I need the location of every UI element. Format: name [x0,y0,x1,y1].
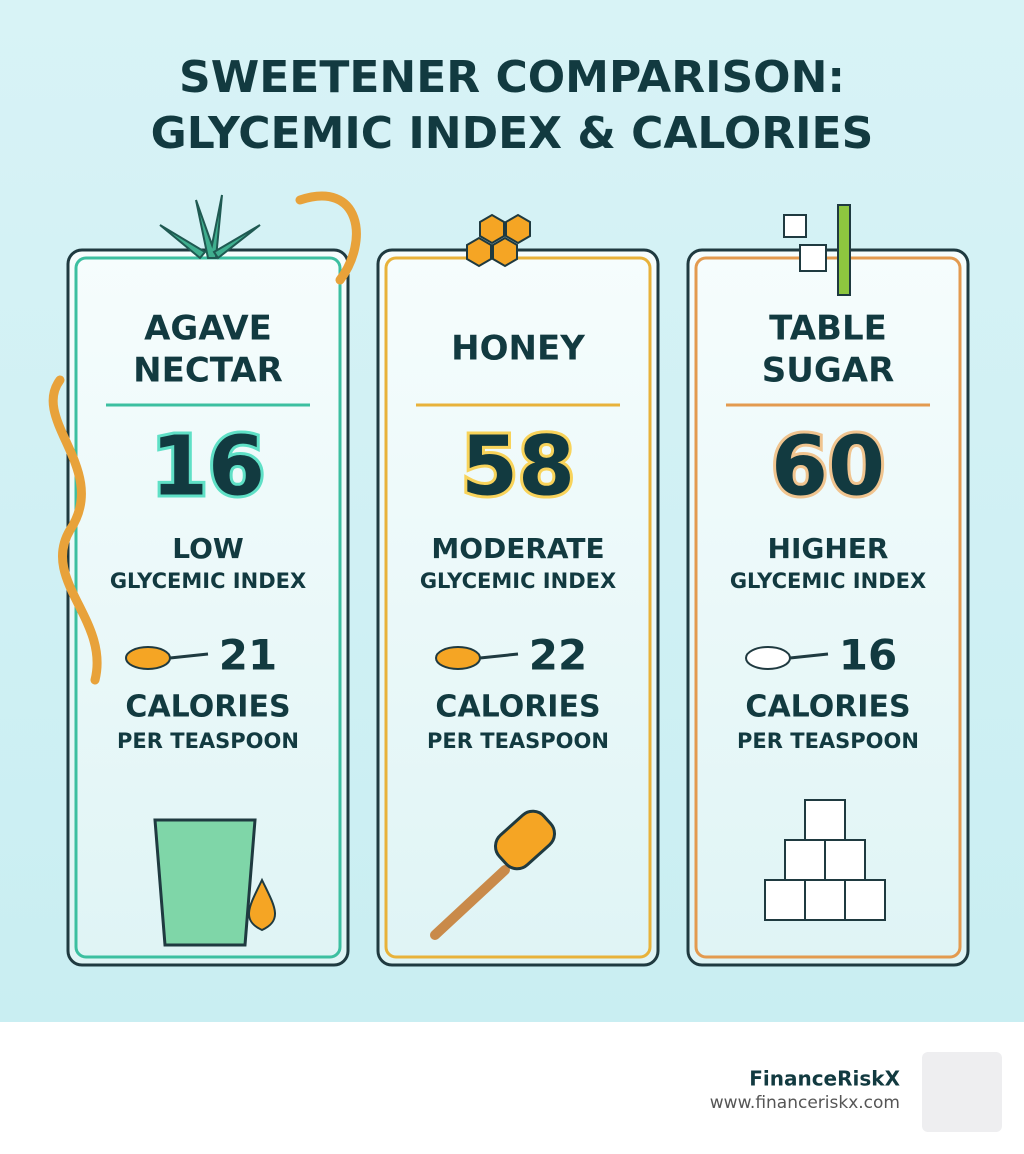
gi-level: HIGHER [768,532,889,565]
honeycomb-icon [466,213,531,268]
gi-label: GLYCEMIC INDEX [420,569,616,593]
honey-dipper-icon [430,809,556,940]
gi-value: 58 [461,419,575,514]
gi-level: MODERATE [431,532,604,565]
calories-value: 22 [529,631,587,680]
sugar-cane-icon [783,204,851,296]
gi-label: GLYCEMIC INDEX [730,569,926,593]
spoon-icon [745,646,791,670]
footer-url: www.financeriskx.com [710,1093,900,1113]
spoon-handle [479,652,519,660]
card-name: HONEY [451,329,585,369]
card-name: TABLE [769,309,887,349]
spoon-handle [169,652,209,660]
gi-value: 16 [151,419,265,514]
footer-logo [922,1052,1002,1132]
title: SWEETENER COMPARISON: [179,52,845,103]
title: GLYCEMIC INDEX & CALORIES [151,108,874,159]
card [686,248,970,967]
gi-label: GLYCEMIC INDEX [110,569,306,593]
card-border [694,256,962,959]
card-name: SUGAR [762,351,895,391]
spoon-icon [435,646,481,670]
sugar-cubes-icon [764,799,886,921]
agave-icon [159,194,261,260]
footer-brand: FinanceRiskX [749,1067,900,1091]
unit-label: PER TEASPOON [737,729,919,753]
unit-label: PER TEASPOON [117,729,299,753]
cup-icon [153,818,276,947]
gi-value: 60 [771,419,885,514]
card-name: AGAVE [144,309,272,349]
calories-value: 21 [219,631,277,680]
footer-bg [0,1022,1024,1154]
unit-label: PER TEASPOON [427,729,609,753]
calories-label: CALORIES [125,690,290,725]
calories-label: CALORIES [745,690,910,725]
spoon-handle [789,652,829,660]
card-name: NECTAR [133,351,283,391]
gi-level: LOW [172,532,244,565]
calories-value: 16 [839,631,897,680]
spoon-icon [125,646,171,670]
honey-drip [48,191,361,685]
calories-label: CALORIES [435,690,600,725]
